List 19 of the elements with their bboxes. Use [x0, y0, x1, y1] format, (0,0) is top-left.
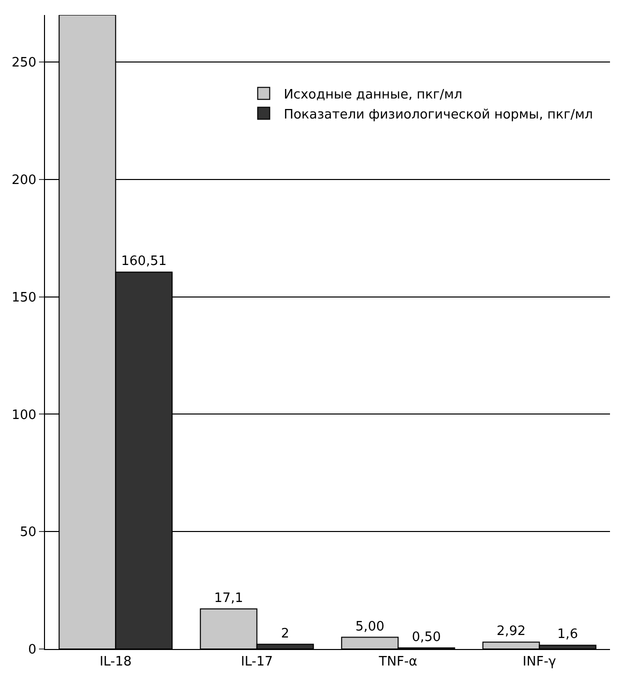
y-tick-label: 0 [28, 642, 36, 658]
y-tick-label: 150 [12, 290, 36, 306]
x-tick-label: INF-γ [522, 654, 556, 670]
y-tick-label: 250 [12, 56, 36, 71]
data-label: 160,51 [121, 254, 167, 270]
data-label: 2,92 [496, 624, 526, 640]
y-tick-label: 50 [20, 525, 36, 540]
y-tick-label: 100 [12, 408, 36, 423]
legend-label: Исходные данные, пкг/мл [284, 87, 462, 102]
data-label: 17,1 [214, 590, 244, 606]
data-label: 1,6 [557, 627, 578, 642]
data-label: 0,50 [412, 630, 441, 645]
x-tick-label: TNF-α [378, 654, 418, 670]
data-label: 5,00 [355, 619, 384, 634]
y-tick-label: 200 [12, 172, 36, 188]
x-tick-label: IL-17 [240, 654, 273, 670]
x-tick-label: IL-18 [100, 654, 132, 670]
data-label: 2 [280, 626, 290, 642]
legend-label: Показатели физиологической нормы, пкг/мл [284, 107, 593, 122]
